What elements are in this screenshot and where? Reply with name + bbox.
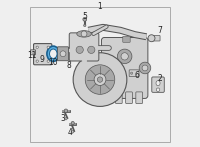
FancyBboxPatch shape [152, 77, 164, 92]
Text: 2: 2 [158, 74, 163, 83]
FancyBboxPatch shape [101, 37, 148, 98]
FancyBboxPatch shape [123, 36, 130, 42]
Circle shape [117, 49, 132, 64]
Text: 7: 7 [157, 26, 162, 35]
Ellipse shape [47, 46, 60, 61]
Circle shape [36, 46, 38, 48]
FancyBboxPatch shape [69, 33, 99, 61]
FancyBboxPatch shape [136, 92, 143, 103]
Circle shape [73, 53, 127, 106]
Ellipse shape [77, 31, 91, 37]
Circle shape [130, 72, 133, 74]
Circle shape [47, 60, 49, 62]
Text: 6: 6 [135, 71, 139, 80]
FancyBboxPatch shape [105, 92, 112, 103]
Circle shape [121, 53, 128, 60]
Text: 4: 4 [68, 128, 73, 137]
Text: 5: 5 [82, 12, 87, 21]
FancyBboxPatch shape [126, 92, 132, 103]
FancyBboxPatch shape [116, 92, 122, 103]
Circle shape [139, 62, 151, 74]
Circle shape [76, 46, 83, 54]
Circle shape [84, 24, 86, 27]
FancyBboxPatch shape [151, 35, 160, 41]
Text: 8: 8 [66, 61, 71, 70]
FancyBboxPatch shape [57, 47, 69, 61]
Ellipse shape [156, 81, 160, 86]
Text: 11: 11 [27, 51, 37, 60]
Circle shape [88, 46, 95, 54]
Circle shape [156, 88, 160, 91]
Text: 3: 3 [61, 113, 65, 122]
Text: 9: 9 [39, 55, 44, 65]
Circle shape [32, 51, 34, 53]
Circle shape [83, 17, 87, 21]
Text: 10: 10 [48, 58, 58, 67]
Ellipse shape [50, 49, 57, 59]
Circle shape [65, 118, 67, 120]
FancyBboxPatch shape [31, 50, 35, 55]
Circle shape [81, 31, 87, 37]
Circle shape [64, 109, 68, 112]
FancyBboxPatch shape [34, 44, 52, 65]
FancyBboxPatch shape [129, 70, 139, 77]
Circle shape [142, 65, 148, 71]
Circle shape [36, 60, 38, 62]
Circle shape [148, 35, 155, 42]
Circle shape [97, 77, 103, 82]
Circle shape [47, 46, 49, 48]
Circle shape [85, 65, 115, 94]
Circle shape [60, 51, 66, 57]
Text: 1: 1 [98, 2, 102, 11]
Circle shape [94, 74, 106, 85]
Circle shape [71, 122, 74, 125]
Circle shape [72, 131, 74, 133]
